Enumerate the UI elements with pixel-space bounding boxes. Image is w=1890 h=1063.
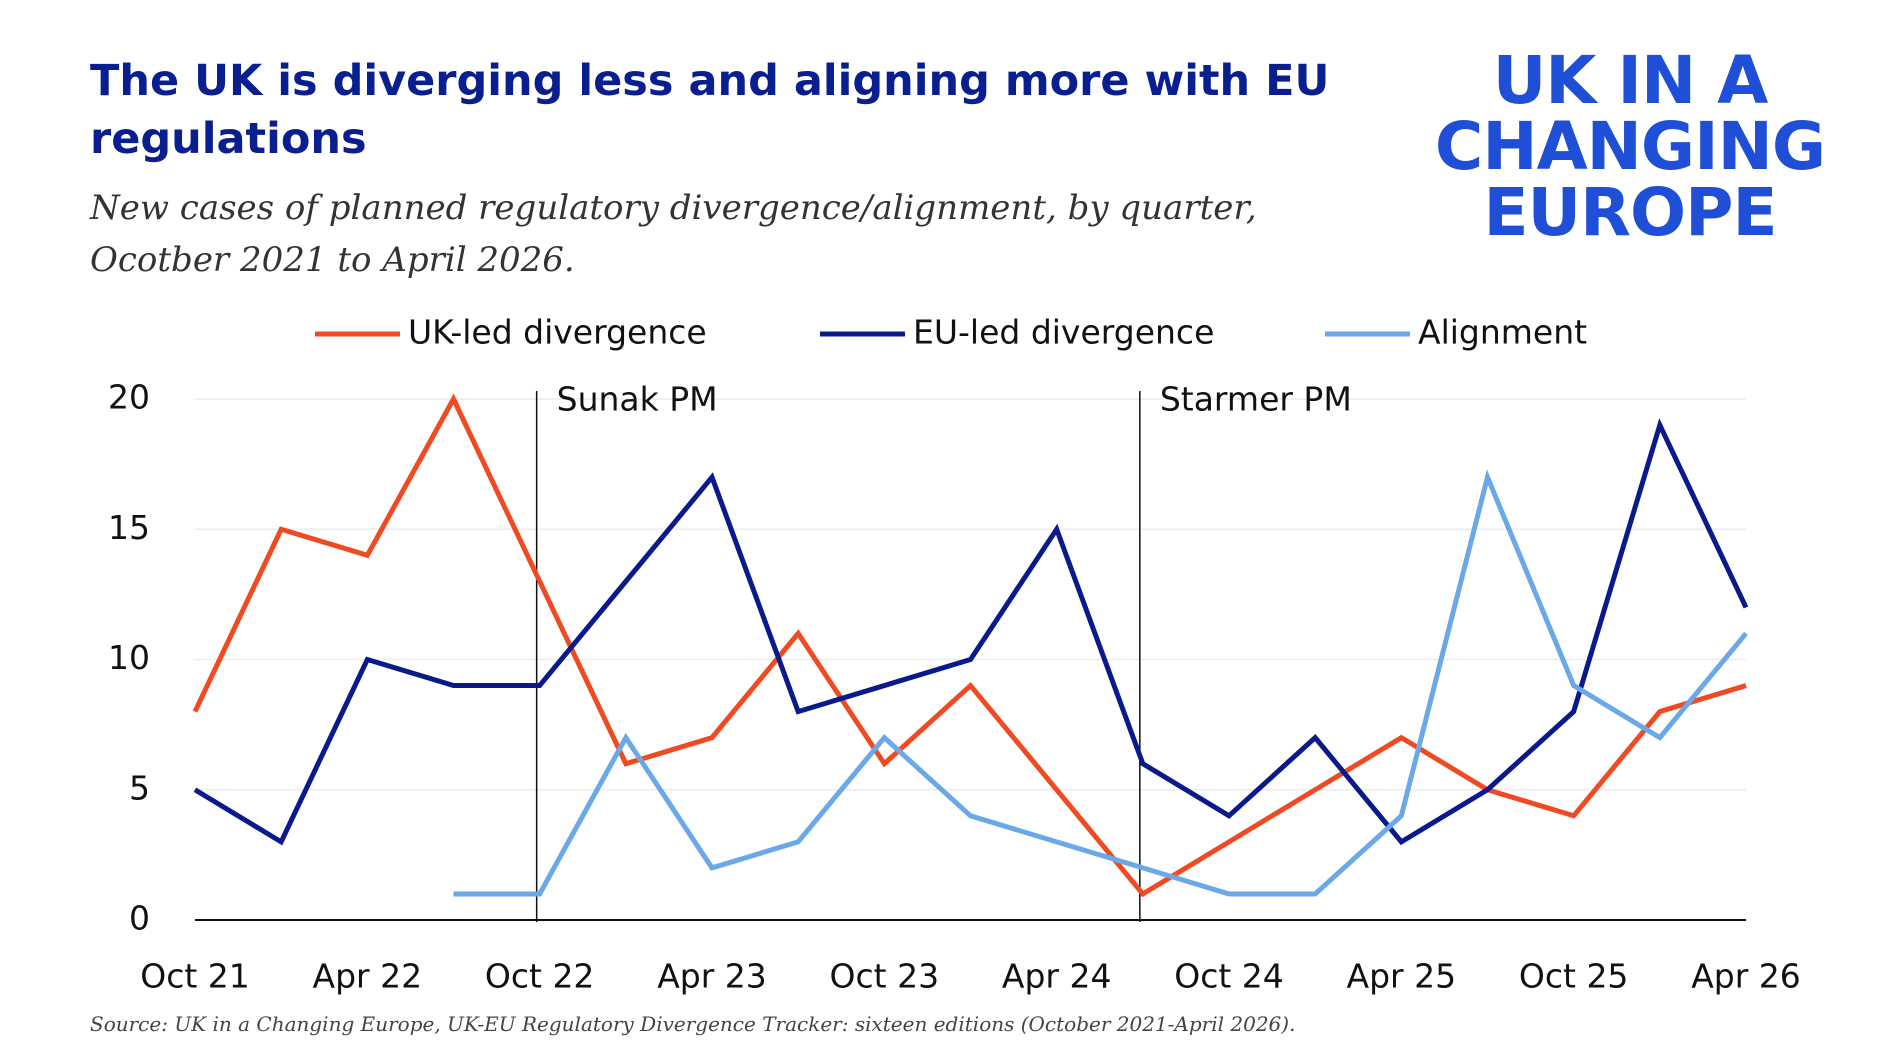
legend-label: UK-led divergence	[408, 313, 707, 352]
x-tick-label: Apr 23	[657, 957, 767, 996]
y-tick-label: 15	[108, 508, 150, 547]
x-tick-label: Oct 24	[1174, 957, 1284, 996]
x-tick-label: Apr 24	[1002, 957, 1112, 996]
logo: UK IN A CHANGING EUROPE	[1420, 48, 1840, 246]
y-tick-label: 20	[108, 378, 150, 417]
data-line	[453, 469, 1748, 897]
data-line	[192, 393, 1747, 898]
logo-line: UK IN A	[1492, 42, 1769, 119]
y-tick-label: 5	[129, 768, 150, 807]
annotation-label: Starmer PM	[1160, 380, 1352, 419]
logo-line: CHANGING	[1434, 108, 1826, 185]
logo-line: EUROPE	[1483, 174, 1777, 251]
annotation-label: Sunak PM	[557, 380, 718, 419]
y-tick-label: 10	[108, 638, 150, 677]
y-tick-label: 0	[129, 899, 150, 938]
source-note: Source: UK in a Changing Europe, UK-EU R…	[90, 1012, 1296, 1036]
x-tick-label: Apr 26	[1691, 957, 1801, 996]
legend-label: Alignment	[1418, 313, 1587, 352]
data-line	[193, 418, 1749, 846]
chart-subtitle: New cases of planned regulatory divergen…	[90, 188, 1257, 280]
legend-label: EU-led divergence	[913, 313, 1214, 352]
x-tick-label: Oct 25	[1519, 957, 1629, 996]
chart-title: The UK is diverging less and aligning mo…	[90, 56, 1330, 164]
x-tick-label: Apr 22	[313, 957, 423, 996]
x-tick-label: Oct 21	[140, 957, 250, 996]
x-tick-label: Oct 22	[485, 957, 595, 996]
x-tick-label: Oct 23	[830, 957, 940, 996]
x-tick-label: Apr 25	[1347, 957, 1457, 996]
